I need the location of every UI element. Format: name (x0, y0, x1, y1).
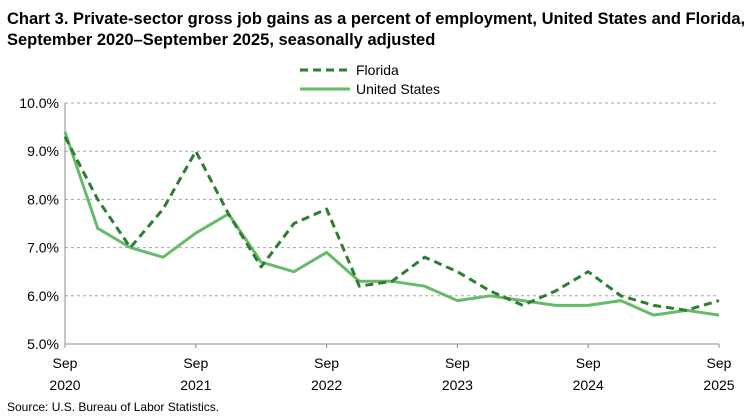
legend: Florida United States (300, 62, 440, 97)
series-lines (63, 131, 720, 317)
gridlines (65, 102, 719, 297)
x-tick-label-year: 2024 (573, 377, 604, 393)
source-note: Source: U.S. Bureau of Labor Statistics. (7, 400, 220, 414)
legend-label: Florida (356, 62, 399, 78)
x-tick-label: Sep (53, 355, 78, 371)
x-tick-label: Sep (707, 355, 732, 371)
x-tick-label: Sep (445, 355, 470, 371)
y-tick-label: 10.0% (19, 95, 59, 111)
x-tick-label-year: 2022 (311, 377, 342, 393)
x-axis-ticks: Sep 2020 Sep 2021 Sep 2022 Sep 2023 Sep 2024 Sep 20… (49, 344, 735, 393)
x-tick-label: Sep (576, 355, 601, 371)
y-tick-label: 7.0% (27, 240, 59, 256)
y-tick-label: 6.0% (27, 288, 59, 304)
x-tick-label-year: 2021 (180, 377, 211, 393)
chart-title: Chart 3. Private-sector gross job gains … (7, 10, 746, 49)
x-tick-label-year: 2025 (703, 377, 734, 393)
y-tick-label: 5.0% (27, 336, 59, 352)
y-axis-ticks: 5.0% 6.0% 7.0% 8.0% 9.0% 10.0% (19, 95, 59, 352)
x-tick-label: Sep (183, 355, 208, 371)
series-line-florida (63, 136, 720, 312)
x-tick-label-year: 2023 (442, 377, 473, 393)
axes (64, 103, 719, 345)
y-tick-label: 8.0% (27, 191, 59, 207)
legend-label: United States (356, 81, 440, 97)
x-tick-label-year: 2020 (49, 377, 80, 393)
series-line-united-states (63, 131, 720, 317)
x-tick-label: Sep (314, 355, 339, 371)
y-tick-label: 9.0% (27, 143, 59, 159)
